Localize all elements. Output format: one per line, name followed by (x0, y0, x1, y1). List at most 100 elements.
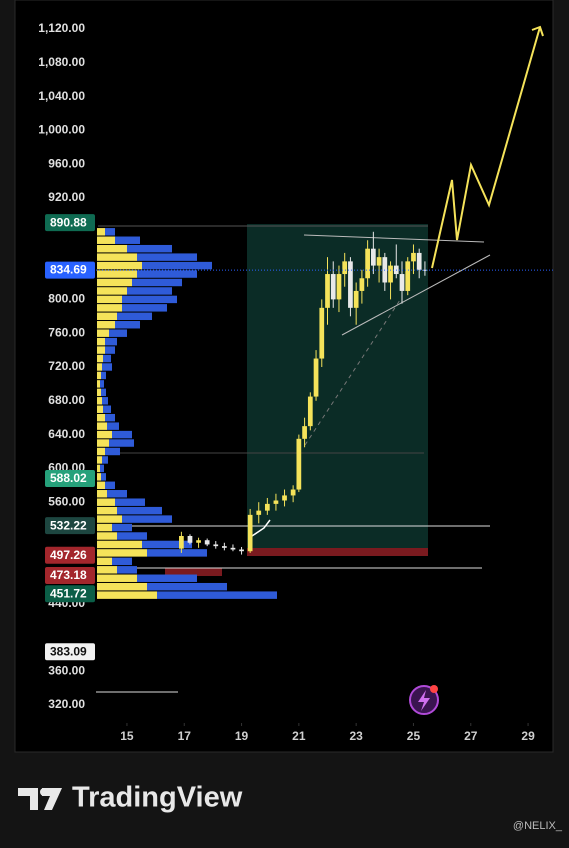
price-badge-label: 497.26 (50, 548, 87, 562)
profile-up-bar (97, 329, 109, 337)
profile-up-bar (97, 295, 122, 304)
price-badge-label: 834.69 (50, 263, 87, 277)
profile-down-bar (102, 397, 108, 405)
profile-down-bar (101, 388, 106, 397)
brand-name: TradingView (72, 782, 243, 814)
candle-body (405, 261, 411, 291)
profile-down-bar (101, 473, 106, 481)
candle-body (179, 535, 184, 549)
projection-path (431, 26, 541, 269)
candle-body (296, 438, 302, 490)
profile-up-bar (97, 236, 115, 244)
y-tick-label: 1,040.00 (38, 89, 85, 103)
candle-body (264, 503, 270, 511)
candle-body (348, 261, 353, 308)
profile-down-bar (132, 278, 182, 287)
profile-down-bar (112, 557, 132, 566)
profile-down-bar (105, 481, 115, 490)
profile-up-bar (97, 591, 157, 599)
profile-down-bar (115, 498, 145, 506)
profile-up-bar (97, 405, 103, 413)
profile-down-bar (137, 270, 197, 278)
candle-body (336, 274, 342, 300)
logo (18, 788, 62, 810)
profile-up-bar (97, 388, 101, 397)
y-tick-label: 920.00 (48, 190, 85, 204)
profile-up-bar (97, 321, 115, 329)
profile-down-bar (109, 439, 134, 447)
profile-up-bar (97, 228, 105, 236)
x-tick-label: 27 (464, 729, 478, 743)
position-loss-zone (165, 568, 222, 576)
candle-body (282, 495, 287, 501)
candle-body (388, 265, 393, 283)
profile-up-bar (97, 574, 137, 582)
price-badge-label: 473.18 (50, 568, 87, 582)
candle-body (247, 514, 253, 552)
candle-body (273, 500, 279, 504)
x-tick-label: 23 (349, 729, 363, 743)
profile-down-bar (105, 337, 117, 346)
candle-body (342, 261, 348, 275)
profile-down-bar (122, 515, 172, 523)
profile-up-bar (97, 515, 122, 523)
profile-up-bar (97, 540, 142, 549)
candle-body (256, 510, 262, 515)
candle-body (411, 252, 416, 262)
profile-up-bar (97, 490, 107, 498)
candle-body (313, 358, 319, 397)
y-tick-label: 960.00 (48, 156, 85, 170)
author: @NELIX_ (513, 820, 563, 832)
candle-body (307, 396, 313, 427)
profile-down-bar (102, 456, 108, 464)
candle-body (290, 489, 296, 496)
profile-up-bar (97, 566, 117, 574)
candle-body (196, 540, 201, 543)
y-tick-label: 760.00 (48, 325, 85, 339)
profile-down-bar (117, 506, 162, 515)
x-tick-label: 15 (120, 729, 134, 743)
profile-up-bar (97, 506, 117, 515)
profile-down-bar (107, 422, 119, 430)
profile-up-bar (97, 430, 112, 439)
logo-mark (18, 788, 62, 810)
profile-down-bar (137, 574, 197, 582)
price-badge (45, 567, 95, 585)
profile-down-bar (157, 591, 277, 599)
profile-up-bar (97, 549, 147, 557)
profile-up-bar (97, 582, 147, 591)
profile-up-bar (97, 447, 105, 456)
profile-down-bar (101, 371, 106, 380)
candle-body (213, 544, 219, 547)
candle-body (230, 547, 236, 550)
profile-down-bar (142, 540, 192, 549)
profile-up-bar (97, 473, 101, 481)
candle-body (239, 549, 244, 552)
candle-body (302, 426, 307, 439)
profile-up-bar (97, 287, 127, 295)
candle-body (204, 540, 210, 545)
plot-layer (90, 25, 553, 715)
x-tick-label: 17 (178, 729, 192, 743)
candle-body (359, 278, 365, 291)
profile-up-bar (97, 363, 102, 371)
candle-body (330, 274, 336, 300)
profile-down-bar (105, 346, 115, 354)
y-tick-label: 720.00 (48, 359, 85, 373)
price-badge-label: 532.22 (50, 518, 87, 532)
alert-dot (430, 685, 438, 693)
profile-up-bar (97, 557, 112, 566)
x-tick-label: 19 (235, 729, 249, 743)
profile-down-bar (117, 566, 137, 574)
x-tick-label: 29 (521, 729, 535, 743)
y-tick-label: 1,120.00 (38, 21, 85, 35)
candle-body (319, 307, 325, 359)
price-badge-label: 890.88 (50, 215, 87, 229)
profile-down-bar (115, 321, 140, 329)
profile-down-bar (112, 523, 132, 532)
profile-down-bar (127, 244, 172, 253)
profile-up-bar (97, 422, 107, 430)
profile-down-bar (127, 287, 172, 295)
profile-up-bar (97, 413, 105, 422)
